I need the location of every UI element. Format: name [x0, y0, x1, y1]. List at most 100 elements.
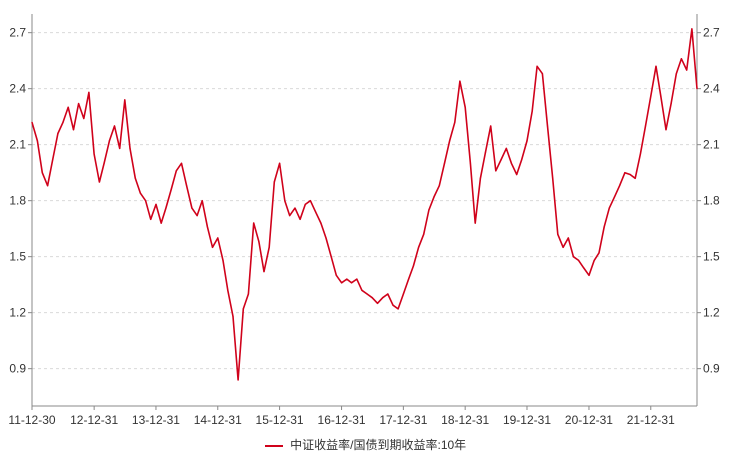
data-point — [655, 65, 657, 67]
data-point — [289, 215, 291, 217]
data-point — [505, 147, 507, 149]
data-point — [619, 185, 621, 187]
data-point — [562, 246, 564, 248]
data-point — [598, 252, 600, 254]
data-point — [62, 121, 64, 123]
data-point — [186, 185, 188, 187]
data-point — [531, 110, 533, 112]
data-point — [258, 241, 260, 243]
data-point — [356, 278, 358, 280]
data-point — [578, 259, 580, 261]
data-point — [150, 218, 152, 220]
data-point — [418, 246, 420, 248]
data-point — [624, 172, 626, 174]
data-point — [696, 88, 698, 90]
data-point — [268, 246, 270, 248]
data-point — [325, 237, 327, 239]
data-point — [408, 278, 410, 280]
data-point — [145, 200, 147, 202]
x-tick-label: 15-12-31 — [256, 413, 304, 427]
x-axis: 11-12-30 12-12-31 13-12-31 14-12-31 15-12-31… — [8, 406, 675, 427]
data-point — [552, 177, 554, 179]
data-point — [41, 172, 43, 174]
data-point — [330, 256, 332, 258]
data-point — [474, 222, 476, 224]
y-tick-label-left: 1.2 — [9, 306, 26, 320]
data-point — [103, 162, 105, 164]
data-point — [402, 293, 404, 295]
data-point — [366, 293, 368, 295]
data-point — [253, 222, 255, 224]
y-tick-label-right: 2.7 — [703, 26, 720, 40]
data-point — [67, 106, 69, 108]
x-tick-label: 14-12-31 — [194, 413, 242, 427]
data-point — [31, 121, 33, 123]
data-point — [459, 80, 461, 82]
data-point — [433, 196, 435, 198]
data-point — [47, 185, 49, 187]
data-point — [36, 140, 39, 142]
data-point — [392, 304, 394, 306]
data-point — [279, 162, 281, 164]
data-point — [57, 132, 59, 135]
data-point — [113, 125, 116, 127]
data-point — [346, 278, 348, 280]
data-point — [680, 58, 683, 60]
legend: 中证收益率/国债到期收益率:10年 — [0, 436, 731, 453]
data-point — [443, 162, 446, 164]
data-point — [449, 140, 451, 142]
data-point — [180, 162, 183, 164]
data-point — [273, 181, 275, 183]
data-point — [500, 159, 502, 161]
data-point — [206, 226, 208, 228]
y-tick-label-right: 1.8 — [703, 194, 720, 208]
data-point — [490, 125, 492, 127]
data-point — [170, 188, 172, 191]
data-point — [155, 203, 157, 205]
data-point — [423, 233, 425, 235]
data-point — [572, 256, 575, 258]
data-point — [196, 215, 198, 217]
data-point — [686, 69, 688, 71]
data-point — [98, 181, 100, 183]
data-point — [217, 237, 219, 239]
data-point — [52, 159, 54, 161]
data-point — [263, 271, 265, 273]
data-point — [639, 153, 642, 155]
data-point — [454, 121, 456, 123]
data-point — [160, 222, 162, 224]
data-point — [72, 129, 75, 131]
legend-label: 中证收益率/国债到期收益率:10年 — [290, 438, 467, 452]
data-point — [536, 65, 538, 67]
data-point — [83, 117, 85, 120]
data-point — [211, 246, 214, 248]
x-tick-label: 20-12-31 — [565, 413, 613, 427]
data-point — [691, 28, 693, 30]
x-tick-label: 12-12-31 — [70, 413, 118, 427]
data-point — [510, 162, 512, 164]
data-point — [428, 209, 430, 211]
data-point — [93, 153, 95, 155]
y-tick-label-right: 0.9 — [703, 362, 720, 376]
data-point — [412, 265, 414, 267]
data-point — [175, 170, 177, 172]
data-point — [129, 147, 131, 149]
data-point — [603, 226, 605, 228]
data-point — [341, 282, 343, 284]
data-point — [464, 106, 466, 108]
series-layer — [31, 28, 698, 381]
data-point — [516, 173, 518, 176]
data-point — [371, 297, 373, 299]
y-tick-label-right: 2.1 — [703, 138, 720, 152]
data-point — [613, 196, 616, 198]
y-tick-label-left: 2.7 — [9, 26, 26, 40]
data-point — [335, 274, 337, 276]
data-point — [567, 237, 569, 239]
data-point — [469, 162, 471, 164]
data-point — [484, 151, 487, 153]
data-point — [237, 379, 239, 381]
data-point — [675, 73, 677, 75]
data-point — [660, 95, 662, 97]
data-point — [134, 177, 136, 179]
